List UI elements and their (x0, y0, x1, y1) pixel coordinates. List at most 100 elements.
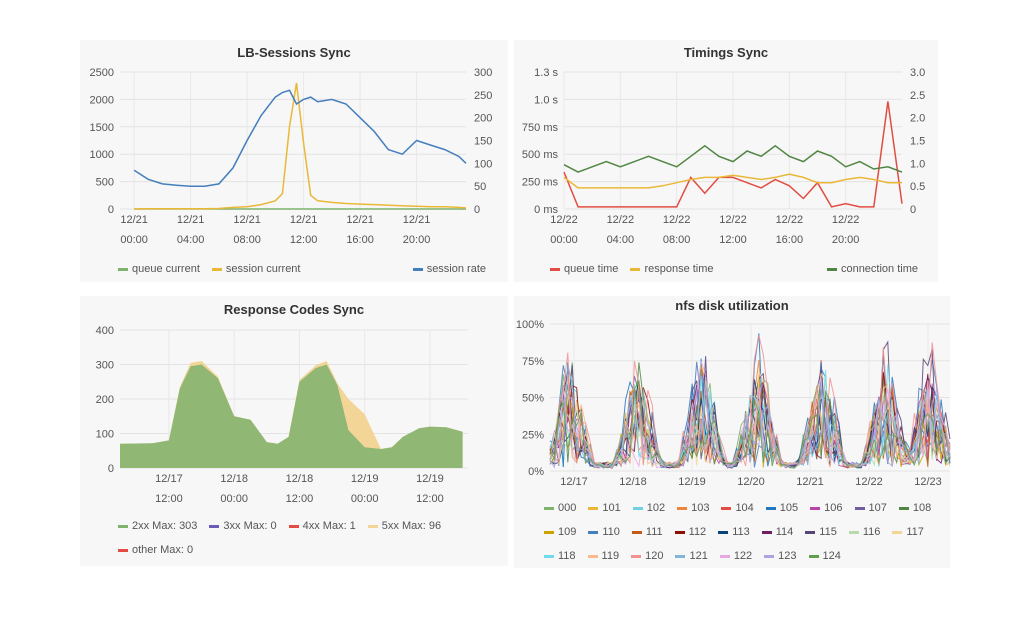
legend-item[interactable]: 109 (544, 520, 576, 544)
legend-swatch (892, 530, 903, 534)
legend-item[interactable]: 115 (805, 520, 837, 544)
legend-label: 121 (689, 550, 708, 562)
legend-item[interactable]: 103 (677, 496, 709, 520)
x-tick-date: 12/22 (550, 214, 578, 226)
legend-label: queue time (564, 263, 619, 275)
x-tick-date: 12/21 (290, 214, 318, 226)
legend-label: 114 (775, 526, 794, 538)
legend-swatch (898, 506, 909, 510)
y2-tick-label: 3.0 (910, 67, 925, 79)
y-tick-label: 100% (516, 319, 544, 331)
lb-sessions-panel: LB-Sessions Sync 2500 2000 1500 1000 500 0 300… (80, 40, 508, 282)
legend-item[interactable]: 121 (675, 544, 708, 568)
legend-label: 5xx Max: 96 (381, 520, 442, 532)
y2-tick-label: 50 (474, 181, 486, 193)
y-tick-label: 250 ms (522, 177, 559, 189)
legend-item[interactable]: response time (630, 257, 714, 281)
legend-item[interactable]: 108 (898, 496, 931, 520)
y2-tick-label: 1.5 (910, 136, 925, 148)
y-tick-label: 0% (528, 466, 544, 478)
legend-item[interactable]: 102 (632, 496, 666, 520)
legend-item[interactable]: 117 (892, 520, 924, 544)
series-line-session-rate (133, 89, 467, 187)
legend-swatch (544, 530, 554, 534)
x-tick-time: 12:00 (416, 493, 444, 505)
legend-swatch (118, 267, 128, 271)
x-tick-time: 12:00 (155, 493, 183, 505)
legend-label: 110 (602, 526, 620, 538)
x-tick-date: 12/19 (351, 473, 379, 485)
legend-swatch (719, 554, 730, 558)
legend-swatch (718, 530, 729, 534)
legend-item[interactable]: 123 (764, 544, 797, 568)
legend-label: 124 (822, 550, 841, 562)
lb-sessions-legend: queue current session current session rate (118, 257, 498, 281)
legend-item[interactable]: queue current (118, 257, 200, 281)
legend-item[interactable]: 110 (588, 520, 620, 544)
y2-tick-label: 0.5 (910, 181, 925, 193)
legend-swatch (808, 554, 819, 558)
legend-label: 105 (779, 502, 799, 514)
y-tick-label: 400 (96, 325, 114, 337)
x-tick-date: 12/21 (177, 214, 205, 226)
legend-item[interactable]: 111 (631, 520, 663, 544)
legend-label: 118 (558, 550, 576, 562)
legend-item[interactable]: 4xx Max: 1 (288, 514, 356, 538)
legend-item[interactable]: connection time (826, 257, 918, 281)
legend-item[interactable]: 104 (721, 496, 754, 520)
legend-swatch (810, 506, 821, 510)
legend-label: 107 (868, 502, 887, 514)
legend-swatch (544, 554, 554, 558)
legend-swatch (848, 530, 859, 534)
legend-label: session current (225, 263, 301, 275)
nfs-panel: nfs disk utilization 100% 75% 50% 25% 0% 12/1… (514, 296, 951, 568)
legend-swatch (209, 524, 220, 528)
x-tick-label: 12/22 (855, 476, 883, 488)
legend-label: 102 (646, 502, 666, 514)
y-tick-label: 1.0 s (534, 94, 558, 106)
legend-item[interactable]: 105 (765, 496, 799, 520)
legend-item[interactable]: 114 (761, 520, 794, 544)
legend-item[interactable]: 118 (544, 544, 576, 568)
legend-item[interactable]: 124 (808, 544, 841, 568)
legend-item[interactable]: session current (211, 257, 301, 281)
legend-item[interactable]: 119 (587, 544, 619, 568)
legend-item[interactable]: 101 (588, 496, 621, 520)
y2-tick-label: 100 (474, 158, 492, 170)
x-tick-time: 04:00 (177, 234, 205, 246)
legend-item[interactable]: 2xx Max: 303 (118, 514, 197, 538)
legend-item[interactable]: session rate (412, 257, 486, 281)
legend-swatch (118, 524, 128, 528)
x-tick-time: 12:00 (290, 234, 318, 246)
y-tick-label: 200 (96, 394, 114, 406)
legend-item[interactable]: 106 (810, 496, 843, 520)
x-tick-label: 12/19 (678, 476, 706, 488)
legend-item[interactable]: 112 (674, 520, 706, 544)
legend-item[interactable]: queue time (550, 257, 618, 281)
x-tick-date: 12/22 (663, 214, 691, 226)
legend-swatch (211, 267, 222, 271)
legend-item[interactable]: 107 (854, 496, 887, 520)
legend-item[interactable]: 122 (719, 544, 752, 568)
x-tick-date: 12/22 (719, 214, 747, 226)
y-tick-label: 500 ms (522, 149, 559, 161)
x-tick-date: 12/21 (346, 214, 374, 226)
legend-label: 115 (819, 526, 837, 538)
legend-swatch (677, 506, 688, 510)
legend-swatch (118, 548, 128, 552)
series-line-120 (549, 335, 951, 469)
legend-item[interactable]: 120 (631, 544, 663, 568)
legend-swatch (367, 524, 378, 528)
legend-item[interactable]: 116 (848, 520, 880, 544)
legend-label: response time (644, 263, 714, 275)
legend-item[interactable]: other Max: 0 (118, 538, 193, 562)
legend-item[interactable]: 3xx Max: 0 (209, 514, 277, 538)
y2-tick-label: 150 (474, 136, 492, 148)
legend-swatch (721, 506, 732, 510)
legend-item[interactable]: 113 (718, 520, 750, 544)
legend-item[interactable]: 5xx Max: 96 (367, 514, 442, 538)
legend-item[interactable]: 000 (544, 496, 576, 520)
x-tick-time: 20:00 (832, 234, 860, 246)
timings-chart: 1.3 s 1.0 s 750 ms 500 ms 250 ms 0 ms 3.0 2.5 2.… (522, 67, 925, 246)
legend-label: 113 (732, 526, 750, 538)
